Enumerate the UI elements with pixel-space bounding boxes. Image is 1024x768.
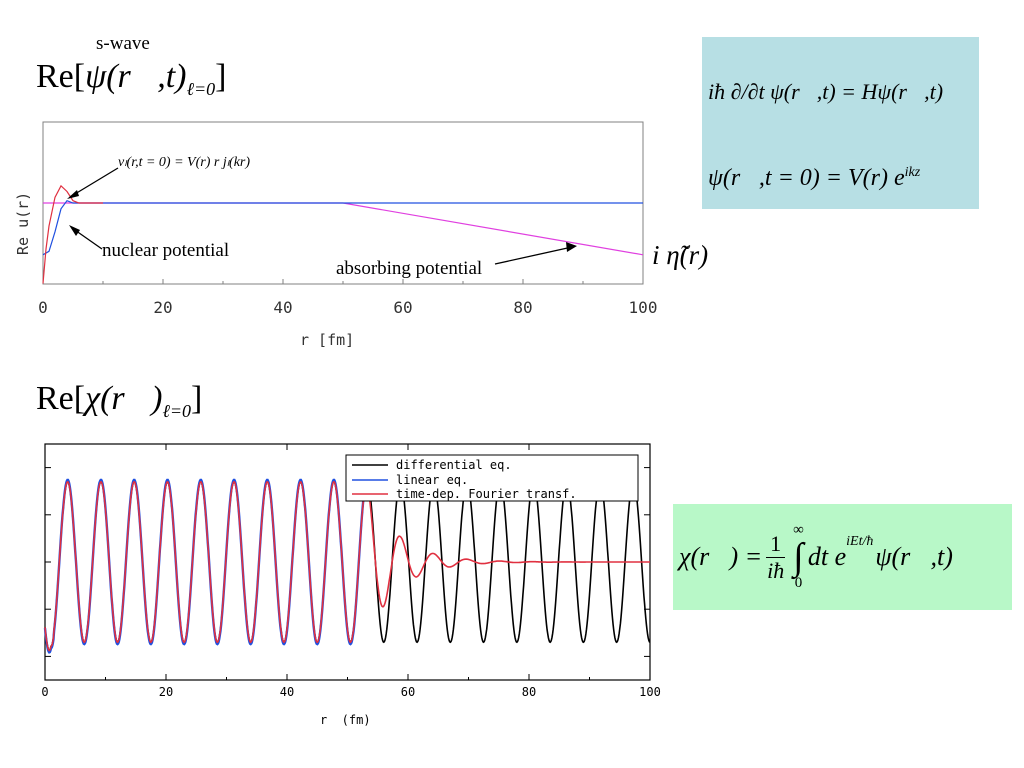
bottom-heading-post: ] xyxy=(191,380,203,417)
initial-condition-equation: ψ(r⃗,t = 0) = V(r) eikz xyxy=(708,165,920,192)
fourier-body: dt e xyxy=(807,542,847,571)
bottom-heading-sub: ℓ=0 xyxy=(162,400,192,421)
bottom-chart-xlabel: r (fm) xyxy=(320,713,371,727)
arrow-initial xyxy=(69,167,119,198)
top-chart-xlabel: r [fm] xyxy=(300,331,354,349)
top-x-tick-label: 80 xyxy=(513,298,532,317)
top-heading: Re[ψ(r⃗,t)ℓ=0] xyxy=(36,58,226,100)
top-series-blue-line xyxy=(42,199,643,256)
bottom-chart-series xyxy=(43,478,651,654)
top-heading-pre: Re[ xyxy=(36,58,86,95)
bottom-x-tick-label: 80 xyxy=(522,685,536,699)
integral-upper-limit: ∞ xyxy=(793,522,804,538)
schrodinger-equation-box: iħ ∂/∂t ψ(r⃗,t) = Hψ(r⃗,t) ψ(r⃗,t = 0) =… xyxy=(702,37,979,209)
bottom-series-red-line xyxy=(44,481,650,652)
bottom-x-tick-label: 0 xyxy=(41,685,48,699)
top-x-tick-label: 20 xyxy=(153,298,172,317)
fourier-fraction-denominator: iħ xyxy=(767,557,785,583)
bottom-chart-ticks xyxy=(44,444,651,680)
top-heading-symbol: ψ xyxy=(85,58,107,95)
bottom-x-tick-label: 40 xyxy=(280,685,294,699)
fourier-exponent: iEt/ħ xyxy=(846,534,874,549)
legend-label-linear: linear eq. xyxy=(396,473,468,487)
top-heading-sub: ℓ=0 xyxy=(186,78,216,99)
integral-lower-limit: 0 xyxy=(794,575,803,591)
top-chart: 0 20 40 60 80 100 Re u(r) r [fm] vₗ(r,t = 0) … xyxy=(14,121,708,349)
fourier-integral: ∞ ∫ 0 xyxy=(793,523,804,591)
initial-condition-body: ψ(r⃗,t = 0) = V(r) e xyxy=(708,165,905,191)
bottom-chart-legend: differential eq. linear eq. time-dep. Fo… xyxy=(345,454,639,502)
bottom-heading: Re[χ(r⃗)ℓ=0] xyxy=(36,380,202,422)
top-chart-ylabel: Re u(r) xyxy=(14,192,32,255)
bottom-x-tick-label: 60 xyxy=(401,685,415,699)
integral-sign: ∫ xyxy=(793,536,804,578)
legend-label-fourier: time-dep. Fourier transf. xyxy=(396,487,577,501)
top-heading-args: (r⃗,t) xyxy=(106,58,187,95)
fourier-transform-equation-box: χ(r⃗) = 1 iħ ∞ ∫ 0 dt e iEt/ħ ψ(r⃗,t) xyxy=(673,504,1012,610)
initial-condition-exponent: ikz xyxy=(904,165,921,180)
top-x-tick-label: 40 xyxy=(273,298,292,317)
bottom-heading-symbol: χ xyxy=(85,380,101,417)
top-chart-x-tick-labels: 0 20 40 60 80 100 xyxy=(38,298,657,317)
annotation-eta: i η̃(r) xyxy=(652,240,708,270)
schrodinger-equation: iħ ∂/∂t ψ(r⃗,t) = Hψ(r⃗,t) xyxy=(708,79,944,104)
top-x-tick-label: 0 xyxy=(38,298,48,317)
top-series-red-line xyxy=(42,184,103,284)
bottom-chart-x-tick-labels: 0 20 40 60 80 100 xyxy=(41,685,660,699)
fourier-lhs: χ(r⃗) = xyxy=(679,542,763,571)
bottom-heading-args: (r⃗) xyxy=(100,380,163,417)
annotation-absorbing-potential: absorbing potential xyxy=(336,258,482,279)
arrow-absorbing xyxy=(494,246,573,265)
fourier-transform-equation: χ(r⃗) = 1 iħ ∞ ∫ 0 dt e iEt/ħ ψ(r⃗,t) xyxy=(679,504,953,610)
annotation-initial-condition: vₗ(r,t = 0) = V(r) r jₗ(kr) xyxy=(118,155,250,170)
arrow-nuclear-head xyxy=(69,225,80,236)
top-x-tick-label: 60 xyxy=(393,298,412,317)
top-x-tick-label: 100 xyxy=(629,298,658,317)
annotation-nuclear-potential: nuclear potential xyxy=(102,240,229,261)
fourier-fraction: 1 iħ xyxy=(766,531,786,584)
fourier-fraction-numerator: 1 xyxy=(766,531,786,558)
bottom-heading-pre: Re[ xyxy=(36,380,86,417)
arrow-initial-head xyxy=(67,190,79,199)
top-chart-series xyxy=(42,184,644,284)
top-heading-post: ] xyxy=(215,58,227,95)
fourier-tail: ψ(r⃗,t) xyxy=(875,542,953,571)
s-wave-caption: s-wave xyxy=(96,33,150,54)
bottom-x-tick-label: 100 xyxy=(639,685,661,699)
bottom-x-tick-label: 20 xyxy=(159,685,173,699)
arrow-absorbing-head xyxy=(566,242,577,252)
legend-label-differential: differential eq. xyxy=(396,458,512,472)
